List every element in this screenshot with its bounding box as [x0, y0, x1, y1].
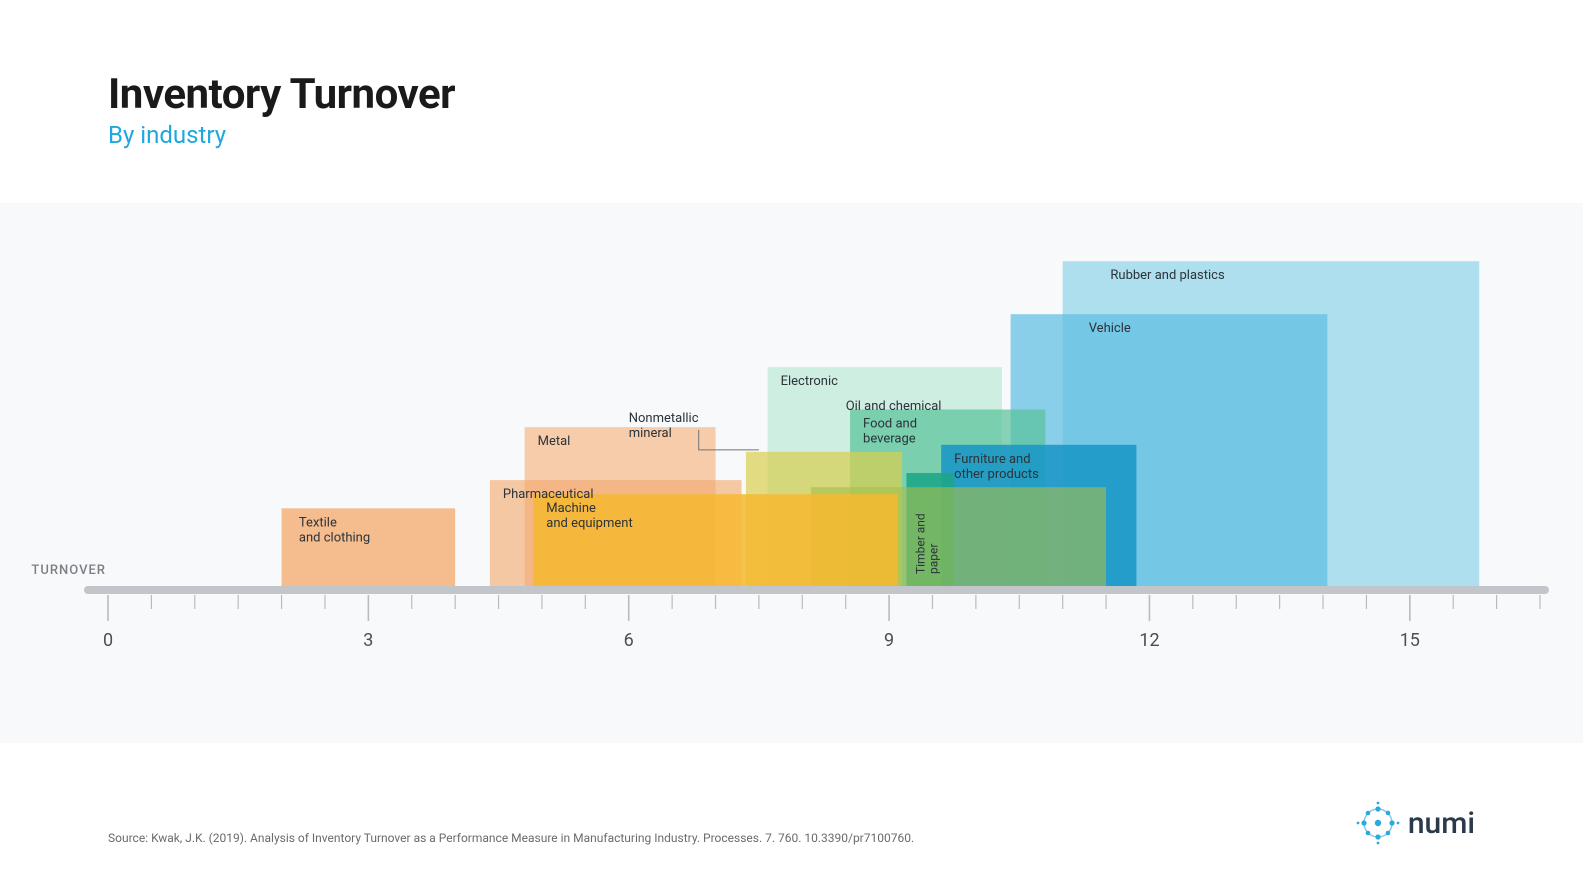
axis-tick-label: 6 — [624, 630, 634, 651]
axis-label: TURNOVER — [31, 563, 106, 578]
bar-label: Furniture andother products — [954, 452, 1039, 482]
range-chart-svg: 03691215TURNOVERTextileand clothingPharm… — [0, 203, 1583, 743]
chart-title: Inventory Turnover — [108, 70, 1583, 119]
bar-label: Oil and chemical — [846, 399, 942, 414]
logo-icon — [1356, 801, 1400, 845]
axis-tick-label: 15 — [1400, 630, 1420, 651]
axis-tick-label: 9 — [884, 630, 894, 651]
logo-text: numi — [1408, 806, 1475, 841]
brand-logo: numi — [1356, 801, 1475, 845]
bar-label: Pharmaceutical — [503, 487, 594, 502]
axis-tick-label: 3 — [363, 630, 373, 651]
chart-subtitle: By industry — [108, 121, 1583, 149]
axis-tick-label: 12 — [1139, 630, 1159, 651]
bar-label: Food andbeverage — [863, 417, 917, 447]
bar-label: Metal — [538, 434, 571, 449]
bar-label: Rubber and plastics — [1110, 268, 1225, 283]
bar-label: Vehicle — [1089, 321, 1131, 336]
footer: Source: Kwak, J.K. (2019). Analysis of I… — [108, 801, 1475, 845]
axis-tick-label: 0 — [103, 630, 113, 651]
chart-area: 03691215TURNOVERTextileand clothingPharm… — [0, 203, 1583, 743]
bar-label: Electronic — [781, 374, 839, 389]
chart-header: Inventory Turnover By industry — [0, 0, 1583, 149]
source-citation: Source: Kwak, J.K. (2019). Analysis of I… — [108, 831, 914, 845]
